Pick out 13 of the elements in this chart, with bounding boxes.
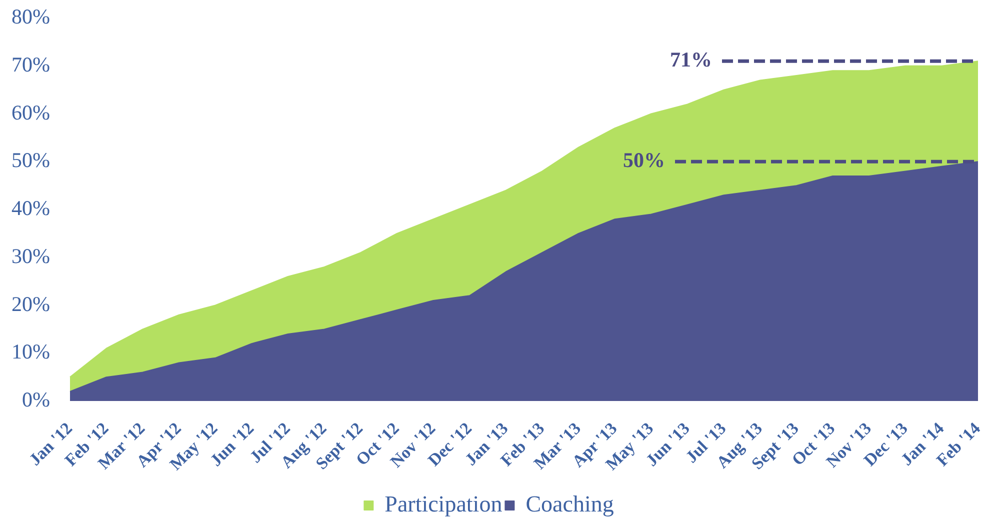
legend-label: Participation: [384, 492, 503, 517]
y-tick-label: 10%: [12, 340, 50, 364]
y-tick-label: 40%: [12, 196, 50, 220]
y-tick-label: 30%: [12, 244, 50, 268]
y-tick-label: 50%: [12, 148, 50, 172]
annotation: 71%: [670, 48, 712, 72]
y-tick-label: 70%: [12, 52, 50, 76]
y-tick-label: 0%: [22, 388, 50, 412]
y-tick-label: 20%: [12, 292, 50, 316]
annotation: 50%: [623, 148, 665, 172]
y-tick-label: 60%: [12, 100, 50, 124]
y-tick-label: 80%: [12, 4, 50, 29]
legend-label: Coaching: [526, 492, 614, 517]
